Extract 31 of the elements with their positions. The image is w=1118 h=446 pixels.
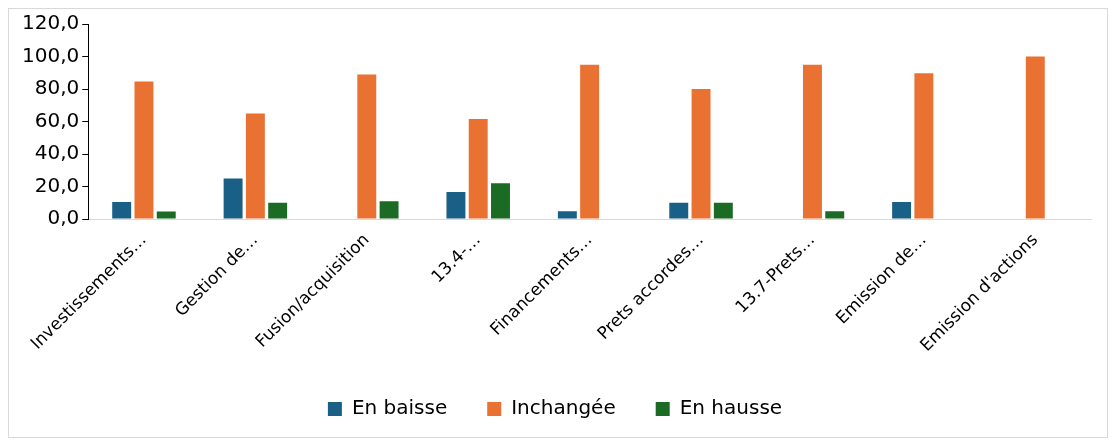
bar [580, 64, 600, 219]
y-tick-label: 100,0 [21, 42, 80, 67]
legend-label: Inchangée [511, 395, 616, 420]
y-tick-label: 0,0 [47, 205, 80, 230]
bar [357, 74, 377, 219]
bar [134, 81, 154, 219]
bar [557, 211, 577, 219]
y-tick-label: 60,0 [34, 107, 80, 132]
bar [713, 202, 733, 219]
bar [268, 202, 288, 219]
bar [691, 89, 711, 219]
y-tick-label: 120,0 [21, 10, 80, 35]
y-tick-label: 40,0 [34, 140, 80, 165]
bar [112, 202, 132, 219]
bar [914, 73, 934, 219]
legend-label: En baisse [351, 395, 448, 420]
bar [802, 64, 822, 219]
bar [446, 191, 466, 219]
bar [245, 113, 265, 219]
bar [491, 183, 510, 219]
bar [825, 211, 845, 219]
y-tick-label: 20,0 [34, 172, 80, 197]
y-tick-label: 80,0 [34, 75, 80, 100]
bar [892, 202, 912, 219]
bar [1025, 56, 1045, 219]
bar [223, 178, 243, 219]
bar [379, 201, 399, 219]
legend-label: En hausse [679, 395, 783, 420]
bar [156, 211, 176, 219]
bar [468, 119, 488, 219]
bar [669, 202, 689, 219]
